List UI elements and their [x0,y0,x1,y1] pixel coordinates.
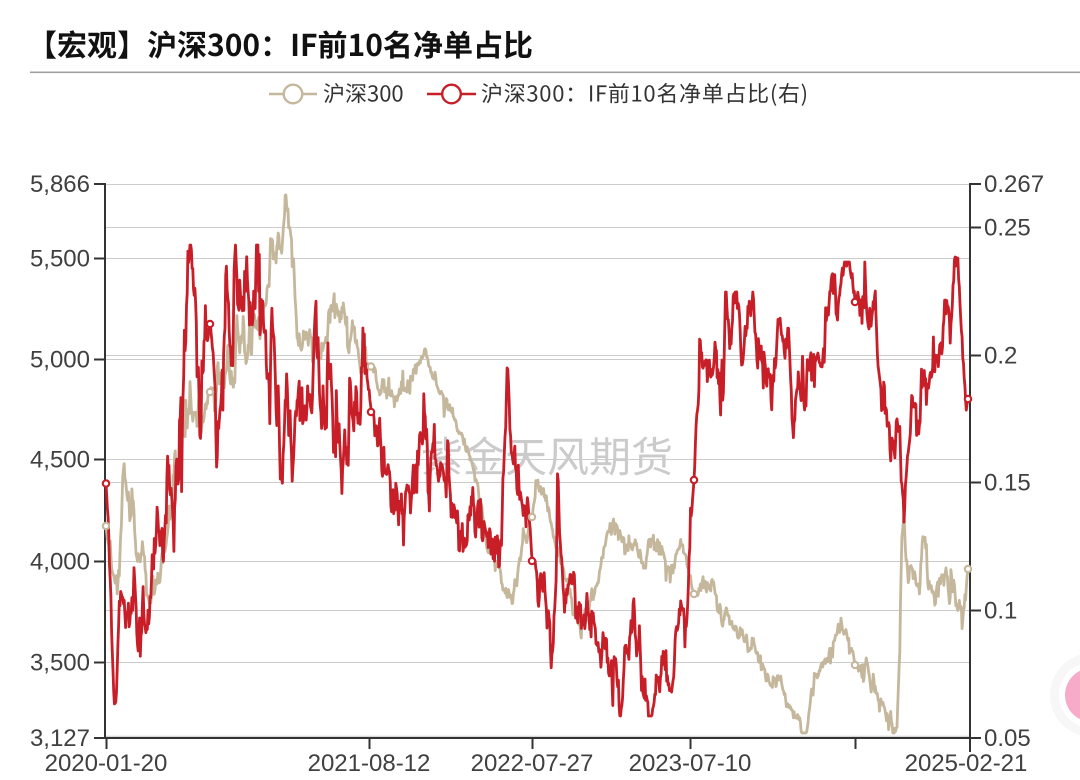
svg-text:3,127: 3,127 [30,725,90,752]
svg-text:0.1: 0.1 [984,598,1017,625]
svg-text:2023-07-10: 2023-07-10 [629,750,752,777]
svg-text:2025-02-21: 2025-02-21 [905,750,1028,777]
svg-text:【宏观】沪深300：IF前10名净单占比: 【宏观】沪深300：IF前10名净单占比 [27,21,533,65]
svg-text:2022-07-27: 2022-07-27 [471,750,594,777]
svg-text:5,000: 5,000 [30,347,90,374]
svg-text:2020-01-20: 2020-01-20 [45,750,168,777]
svg-text:4,500: 4,500 [30,447,90,474]
svg-text:5,500: 5,500 [30,246,90,273]
svg-text:2021-08-12: 2021-08-12 [308,750,431,777]
svg-text:0.267: 0.267 [984,171,1044,198]
svg-text:沪深300: 沪深300 [323,77,404,109]
svg-text:3,500: 3,500 [30,650,90,677]
svg-text:0.25: 0.25 [984,215,1031,242]
svg-text:0.05: 0.05 [984,725,1031,752]
svg-text:4,000: 4,000 [30,549,90,576]
svg-text:沪深300：IF前10名净单占比(右): 沪深300：IF前10名净单占比(右) [481,77,809,109]
svg-text:0.15: 0.15 [984,470,1031,497]
svg-text:0.2: 0.2 [984,343,1017,370]
svg-text:5,866: 5,866 [30,171,90,198]
